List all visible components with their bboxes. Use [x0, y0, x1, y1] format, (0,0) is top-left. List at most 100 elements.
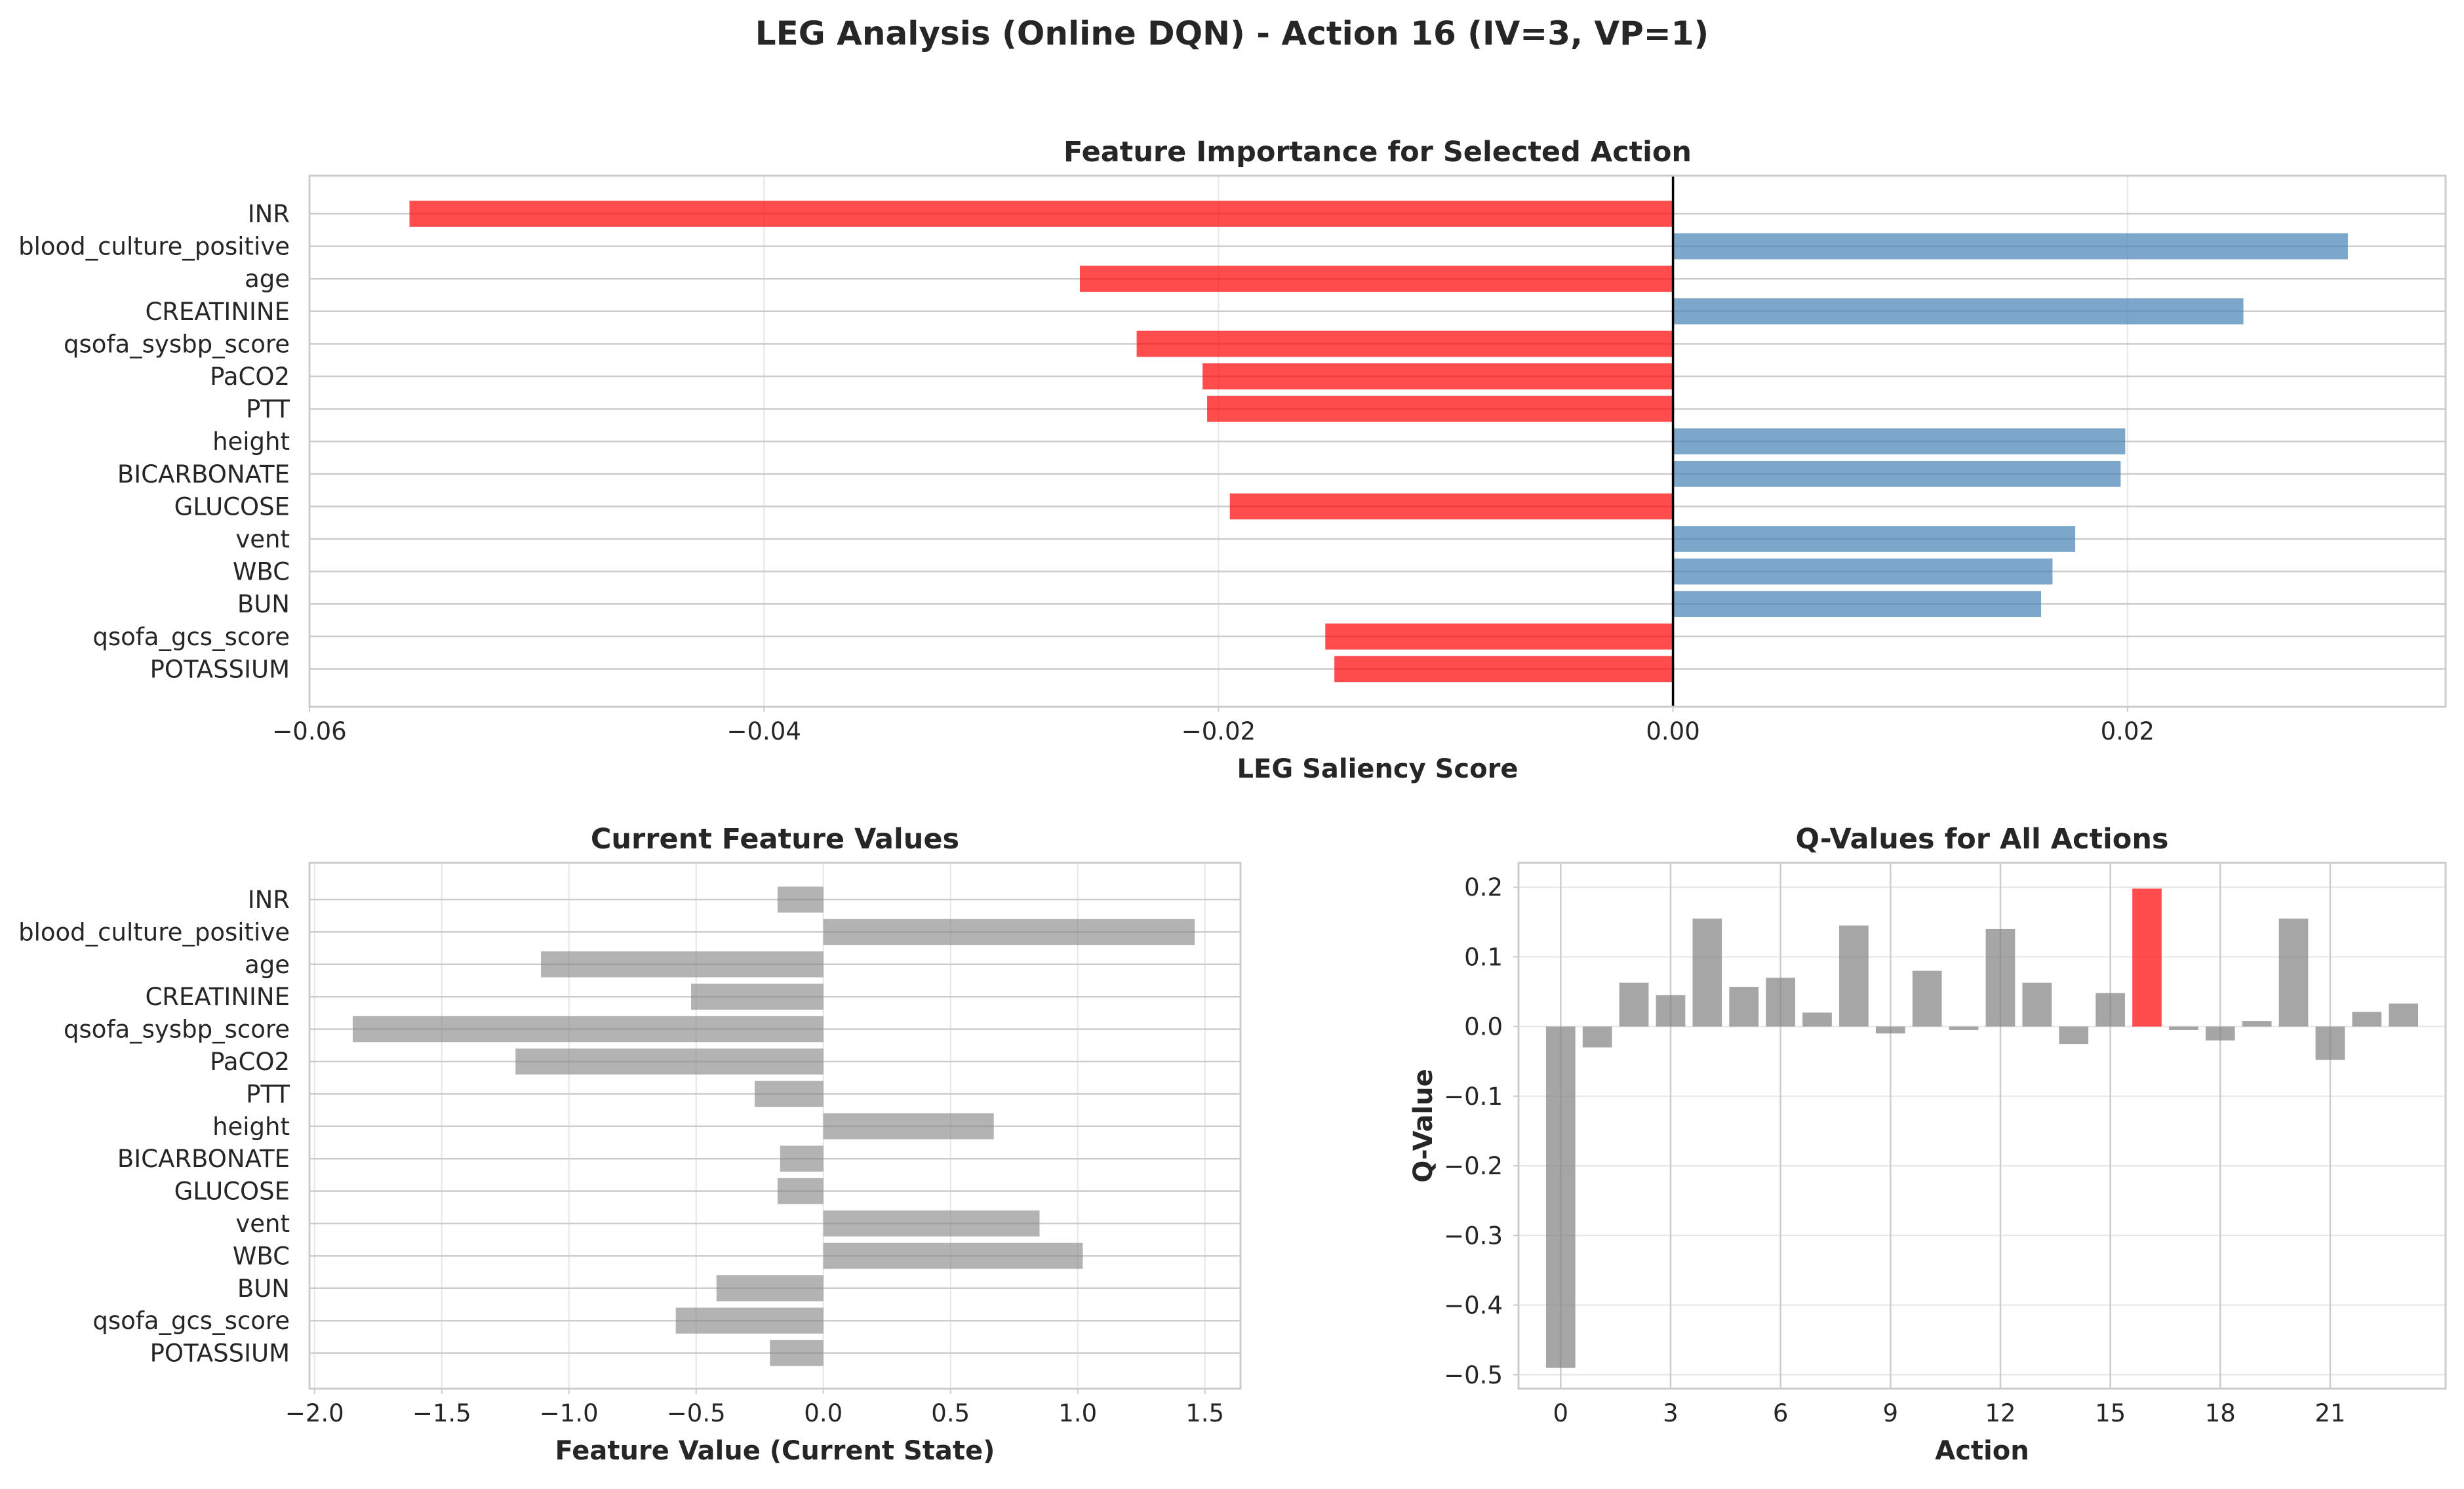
- y-tick-label: INR: [248, 200, 290, 228]
- bar: [352, 1016, 824, 1042]
- bar: [2352, 1012, 2382, 1027]
- bar: [1912, 970, 1942, 1027]
- x-tick-label: −0.06: [272, 717, 346, 745]
- y-tick-label: −0.3: [1444, 1221, 1503, 1250]
- bar: [1136, 330, 1673, 357]
- bar: [1582, 1026, 1612, 1048]
- x-axis-label: Feature Value (Current State): [555, 1436, 995, 1466]
- bar: [690, 983, 824, 1010]
- y-tick-label: PTT: [246, 1080, 290, 1108]
- y-tick-label: WBC: [233, 1242, 290, 1270]
- y-tick-label: PTT: [246, 395, 290, 424]
- bar: [1875, 1026, 1905, 1034]
- y-tick-label: −0.2: [1444, 1152, 1503, 1180]
- x-tick-label: 18: [2205, 1399, 2236, 1427]
- y-tick-label: vent: [235, 1210, 290, 1238]
- x-axis-label: Action: [1935, 1436, 2029, 1466]
- y-tick-label: 0.0: [1464, 1013, 1503, 1041]
- y-tick-label: POTASSIUM: [150, 655, 290, 683]
- bar: [1766, 978, 1795, 1027]
- y-tick-label: BUN: [237, 590, 290, 618]
- bar: [2022, 982, 2052, 1027]
- x-tick-label: −1.5: [412, 1399, 471, 1427]
- bar: [1207, 395, 1673, 422]
- y-tick-label: PaCO2: [210, 363, 290, 391]
- y-tick-label: BUN: [237, 1275, 290, 1303]
- y-tick-label: CREATININE: [145, 298, 290, 326]
- bar: [754, 1081, 824, 1107]
- x-tick-label: 15: [2095, 1399, 2126, 1427]
- bar: [1673, 428, 2126, 455]
- x-tick-label: −0.5: [667, 1399, 726, 1427]
- bar: [1656, 995, 1686, 1027]
- plot-frame: [308, 174, 2447, 708]
- bar-selected-action: [2132, 888, 2162, 1027]
- x-tick-label: −0.02: [1182, 717, 1256, 745]
- y-tick-label: WBC: [233, 558, 290, 586]
- bar: [2169, 1026, 2198, 1030]
- bar: [2389, 1003, 2419, 1027]
- y-tick-label: height: [212, 427, 290, 456]
- bar: [1673, 298, 2244, 325]
- x-tick-label: −0.04: [726, 717, 801, 745]
- bar: [1202, 363, 1673, 389]
- bar: [2205, 1026, 2235, 1041]
- chart-title: Q-Values for All Actions: [1795, 823, 2168, 856]
- bar: [823, 1113, 994, 1140]
- bar: [823, 1210, 1040, 1237]
- bar: [1949, 1026, 1979, 1030]
- y-tick-label: CREATININE: [145, 983, 290, 1011]
- x-tick-label: 1.5: [1185, 1399, 1224, 1427]
- x-tick-label: −1.0: [540, 1399, 599, 1427]
- bar: [1839, 925, 1869, 1027]
- bar: [780, 1145, 824, 1172]
- bar: [1673, 526, 2076, 552]
- bar: [1079, 266, 1673, 292]
- bar: [2278, 918, 2309, 1027]
- x-tick-label: 21: [2315, 1399, 2345, 1427]
- x-tick-label: −2.0: [285, 1399, 344, 1427]
- y-axis-label: Q-Value: [1408, 1069, 1439, 1183]
- bar: [2059, 1026, 2089, 1044]
- bar: [823, 919, 1195, 945]
- bar: [777, 886, 824, 913]
- y-tick-label: qsofa_sysbp_score: [64, 330, 290, 358]
- x-tick-label: 3: [1663, 1399, 1679, 1427]
- bar: [541, 951, 824, 978]
- plot-frame: [1517, 862, 2447, 1390]
- bar: [1673, 591, 2042, 618]
- x-tick-label: 0: [1553, 1399, 1568, 1427]
- bar: [716, 1275, 824, 1301]
- y-tick-label: −0.5: [1444, 1361, 1503, 1389]
- x-tick-label: 0.00: [1646, 717, 1699, 745]
- bar: [770, 1340, 824, 1366]
- y-tick-label: GLUCOSE: [174, 492, 290, 521]
- plot-frame: [308, 862, 1242, 1390]
- chart-title: Current Feature Values: [591, 823, 959, 856]
- q-values-chart: −0.5 −0.4 −0.3 −0.2 −0.1 0.0 0.1 0.2 0 3 6 9 12 15 18 2…: [1408, 823, 2447, 1466]
- chart-title: Feature Importance for Selected Action: [1063, 136, 1692, 169]
- bar: [1325, 623, 1673, 650]
- bar: [1673, 233, 2348, 260]
- y-tick-label: qsofa_gcs_score: [92, 623, 290, 651]
- y-tick-label: INR: [248, 886, 290, 914]
- bar: [1673, 558, 2053, 585]
- bar: [1545, 1026, 1576, 1368]
- bar: [1334, 656, 1673, 683]
- y-tick-label: BICARBONATE: [117, 460, 290, 488]
- x-tick-label: 12: [1985, 1399, 2016, 1427]
- y-tick-label: GLUCOSE: [174, 1178, 290, 1206]
- x-tick-label: 6: [1773, 1399, 1789, 1427]
- bar: [2242, 1021, 2272, 1027]
- y-tick-label: 0.1: [1464, 943, 1503, 971]
- y-tick-label: age: [245, 951, 290, 979]
- x-tick-label: 9: [1883, 1399, 1899, 1427]
- y-tick-label: 0.2: [1464, 873, 1503, 902]
- y-tick-label: −0.1: [1444, 1082, 1503, 1111]
- bar: [1229, 493, 1673, 520]
- y-tick-label: PaCO2: [210, 1048, 290, 1076]
- x-axis-label: LEG Saliency Score: [1237, 754, 1519, 784]
- y-tick-label: −0.4: [1444, 1292, 1503, 1320]
